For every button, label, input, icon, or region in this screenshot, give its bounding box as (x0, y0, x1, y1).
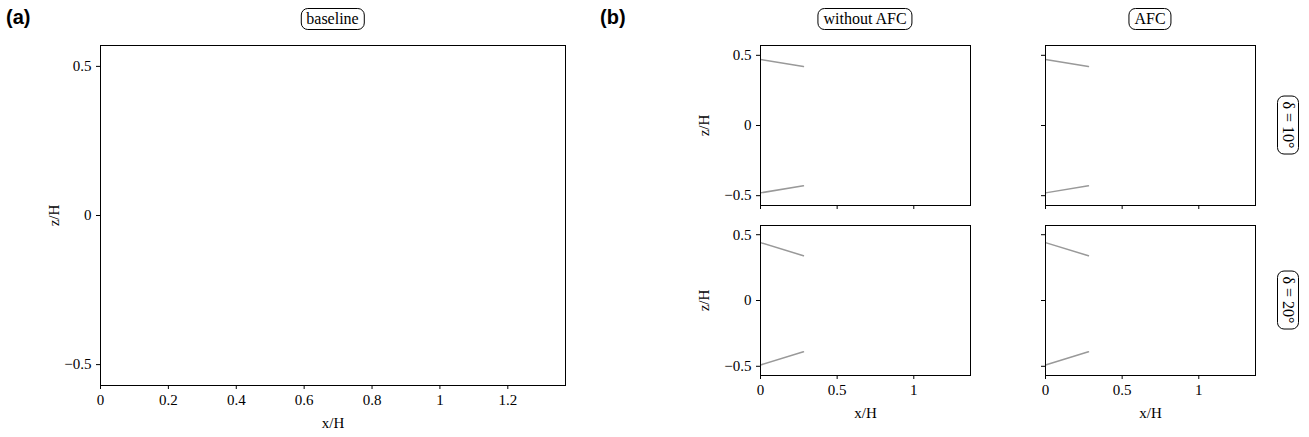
svg-text:0.4: 0.4 (227, 392, 246, 408)
html-text:AFC: AFC (1134, 10, 1166, 27)
svg-text:0.2: 0.2 (159, 392, 178, 408)
svg-text:0: 0 (744, 292, 752, 308)
html-text:(a): (a) (6, 6, 31, 28)
svg-text:z/H: z/H (696, 115, 712, 137)
svg-text:0.5: 0.5 (1113, 382, 1132, 398)
svg-text:0: 0 (757, 382, 765, 398)
svg-text:0: 0 (84, 207, 92, 223)
svg-text:−0.5: −0.5 (724, 187, 751, 203)
svg-text:z/H: z/H (46, 205, 62, 227)
svg-text:0.5: 0.5 (73, 58, 92, 74)
html-text:without AFC: without AFC (823, 10, 907, 27)
svg-text:−0.5: −0.5 (64, 356, 91, 372)
svg-text:0: 0 (1042, 382, 1050, 398)
svg-text:0.5: 0.5 (828, 382, 847, 398)
svg-text:0.5: 0.5 (733, 227, 752, 243)
svg-text:0: 0 (97, 392, 105, 408)
svg-text:x/H: x/H (1139, 405, 1162, 421)
svg-text:1: 1 (910, 382, 918, 398)
svg-text:x/H: x/H (854, 405, 877, 421)
svg-text:z/H: z/H (696, 290, 712, 312)
html-text:δ = 10°: δ = 10° (1280, 101, 1297, 149)
svg-text:0: 0 (744, 117, 752, 133)
svg-text:1.2: 1.2 (498, 392, 517, 408)
svg-text:1: 1 (1195, 382, 1203, 398)
svg-text:1: 1 (436, 392, 444, 408)
svg-text:−0.5: −0.5 (724, 358, 751, 374)
html-text:(b): (b) (600, 6, 626, 28)
svg-text:0.5: 0.5 (733, 47, 752, 63)
svg-text:0.8: 0.8 (363, 392, 382, 408)
html-text:δ = 20°: δ = 20° (1280, 276, 1297, 324)
html-text:baseline: baseline (306, 10, 359, 27)
svg-text:x/H: x/H (322, 415, 345, 431)
svg-text:0.6: 0.6 (295, 392, 314, 408)
